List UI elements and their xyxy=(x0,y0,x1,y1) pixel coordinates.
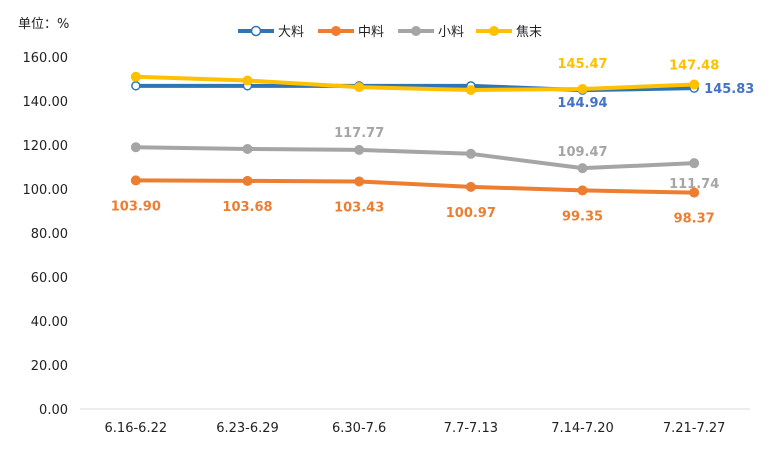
x-axis: 6.16-6.22 6.23-6.29 6.30-7.6 7.7-7.13 7.14-7… xyxy=(80,408,750,436)
series-point xyxy=(577,83,588,94)
series-point xyxy=(465,181,476,192)
legend-marker xyxy=(331,26,341,36)
y-tick-label: 140.00 xyxy=(23,95,69,110)
series-line-2 xyxy=(133,145,697,171)
y-axis: 0.00 20.00 40.00 60.00 80.00 100.00 120.00 140.… xyxy=(23,51,69,418)
series-point xyxy=(465,148,476,159)
series-point xyxy=(354,176,365,187)
y-tick-label: 120.00 xyxy=(23,139,69,154)
data-label: 109.47 xyxy=(557,145,607,160)
legend-marker xyxy=(250,25,262,37)
series-point xyxy=(577,163,588,174)
series-group xyxy=(130,71,700,198)
series-line-3 xyxy=(133,74,697,92)
legend-marker xyxy=(489,26,499,36)
y-tick-label: 40.00 xyxy=(31,315,68,330)
x-tick-label: 6.23-6.29 xyxy=(216,421,279,436)
legend-item: 焦末 xyxy=(476,25,542,40)
legend-label: 小料 xyxy=(438,25,464,40)
data-labels: 144.94 145.83 103.90 103.68 103.43 100.97 99.3… xyxy=(111,57,755,227)
series-point xyxy=(130,142,141,153)
series-point xyxy=(242,75,253,86)
x-tick-label: 6.16-6.22 xyxy=(105,421,168,436)
y-tick-label: 0.00 xyxy=(39,403,68,418)
legend-label: 大料 xyxy=(278,25,304,40)
series-point xyxy=(465,85,476,95)
legend: 大料 中料 小料 焦末 xyxy=(238,25,542,40)
series-point xyxy=(130,71,141,82)
series-line-1 xyxy=(133,178,697,195)
legend-item: 大料 xyxy=(238,25,304,40)
legend-label: 焦末 xyxy=(516,25,542,40)
legend-item: 小料 xyxy=(398,25,464,40)
data-label: 117.77 xyxy=(334,126,384,141)
series-point xyxy=(354,144,365,155)
series-point xyxy=(130,175,141,186)
series-point xyxy=(689,79,700,90)
data-label: 100.97 xyxy=(446,206,496,221)
data-label: 145.83 xyxy=(704,82,754,97)
data-label: 147.48 xyxy=(669,59,719,74)
legend-marker xyxy=(411,26,421,36)
x-tick-label: 6.30-7.6 xyxy=(332,421,386,436)
series-point xyxy=(131,81,141,91)
series-point xyxy=(689,187,700,198)
y-tick-label: 20.00 xyxy=(31,359,68,374)
y-tick-label: 160.00 xyxy=(23,51,69,66)
data-label: 111.74 xyxy=(669,177,719,192)
data-label: 98.37 xyxy=(674,212,715,227)
unit-label: 单位：% xyxy=(18,17,69,32)
x-tick-label: 7.7-7.13 xyxy=(444,421,498,436)
x-tick-label: 7.14-7.20 xyxy=(551,421,614,436)
legend-item: 中料 xyxy=(318,25,384,40)
y-tick-label: 100.00 xyxy=(23,183,69,198)
data-label: 103.90 xyxy=(111,199,161,214)
series-point xyxy=(242,143,253,154)
data-label: 103.68 xyxy=(222,200,272,215)
legend-label: 中料 xyxy=(358,25,384,40)
data-label: 144.94 xyxy=(557,96,607,111)
x-tick-label: 7.21-7.27 xyxy=(663,421,726,436)
series-point xyxy=(689,158,700,169)
series-point xyxy=(354,82,365,93)
data-label: 103.43 xyxy=(334,200,384,215)
series-point xyxy=(577,185,588,196)
series-point xyxy=(242,175,253,186)
y-tick-label: 60.00 xyxy=(31,271,68,286)
y-tick-label: 80.00 xyxy=(31,227,68,242)
data-label: 145.47 xyxy=(557,57,607,72)
data-label: 99.35 xyxy=(562,209,603,224)
